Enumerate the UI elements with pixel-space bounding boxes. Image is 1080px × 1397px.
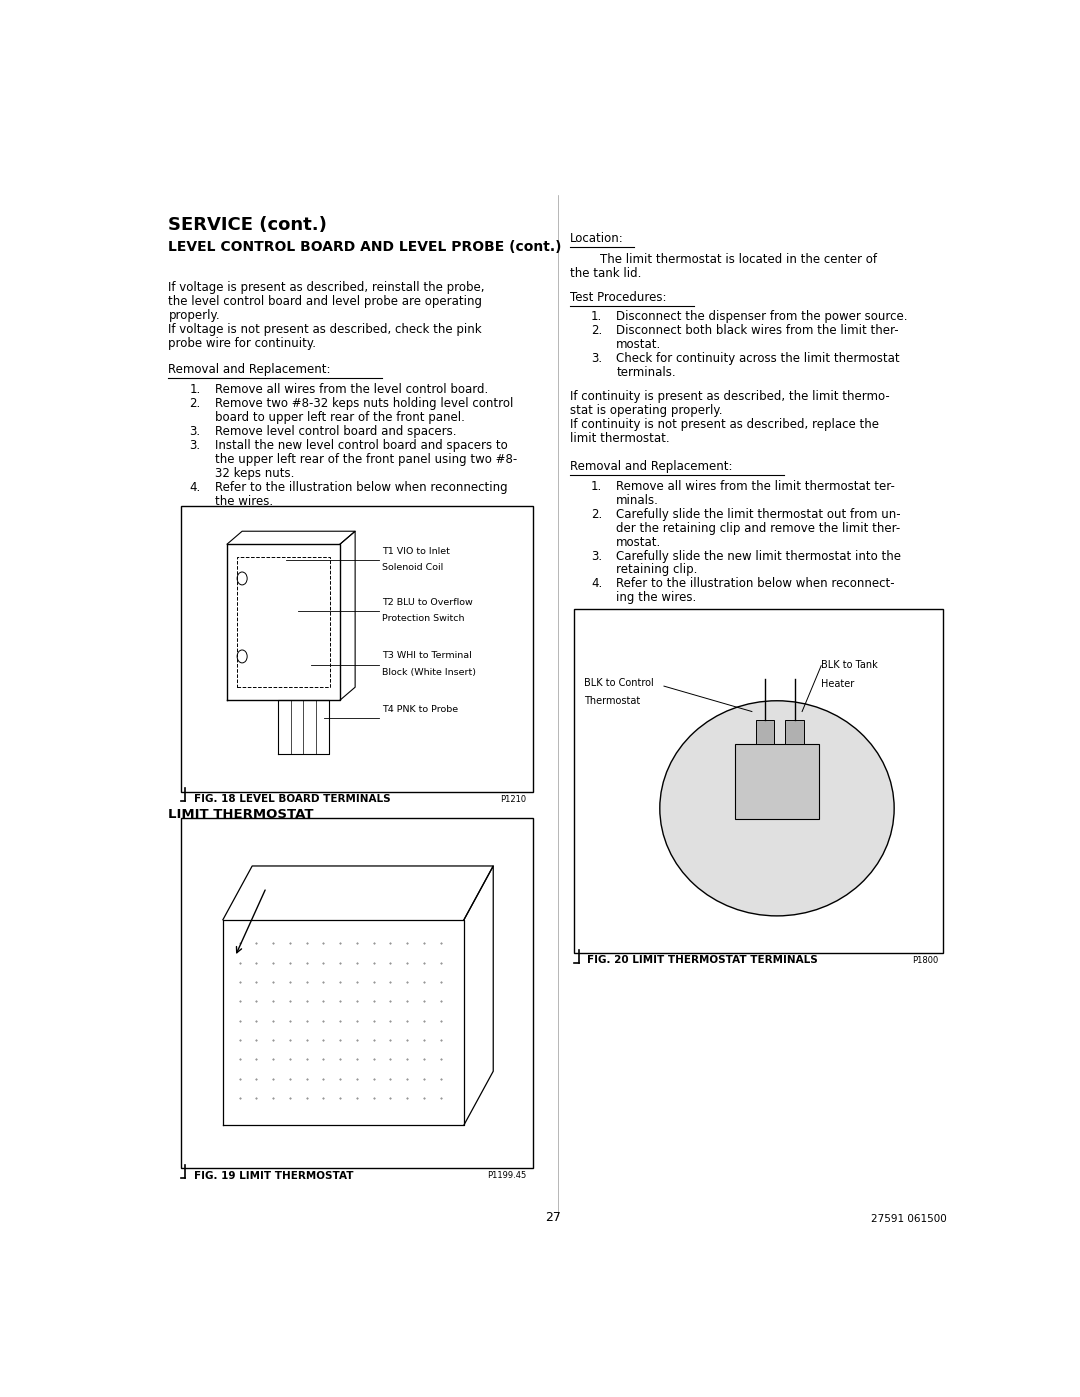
Text: Test Procedures:: Test Procedures: — [570, 292, 666, 305]
Text: Disconnect the dispenser from the power source.: Disconnect the dispenser from the power … — [617, 310, 908, 323]
Text: BLK to Control: BLK to Control — [584, 678, 654, 687]
Text: BLK to Tank: BLK to Tank — [821, 661, 878, 671]
Text: Block (White Insert): Block (White Insert) — [382, 668, 476, 676]
Text: P1800: P1800 — [913, 956, 939, 965]
Text: board to upper left rear of the front panel.: board to upper left rear of the front pa… — [215, 411, 464, 423]
Text: limit thermostat.: limit thermostat. — [570, 432, 670, 446]
Text: P1210: P1210 — [500, 795, 526, 803]
Text: T1 VIO to Inlet: T1 VIO to Inlet — [382, 548, 449, 556]
Text: If continuity is present as described, the limit thermo-: If continuity is present as described, t… — [570, 390, 890, 404]
Text: 1.: 1. — [189, 383, 201, 395]
Text: properly.: properly. — [168, 309, 220, 321]
Text: If voltage is present as described, reinstall the probe,: If voltage is present as described, rein… — [168, 281, 485, 293]
Text: The limit thermostat is located in the center of: The limit thermostat is located in the c… — [570, 253, 877, 265]
Text: If continuity is not present as described, replace the: If continuity is not present as describe… — [570, 418, 879, 432]
Text: Solenoid Coil: Solenoid Coil — [382, 563, 443, 573]
Text: Remove two #8-32 keps nuts holding level control: Remove two #8-32 keps nuts holding level… — [215, 397, 513, 409]
Text: Protection Switch: Protection Switch — [382, 615, 464, 623]
Text: Removal and Replacement:: Removal and Replacement: — [168, 363, 330, 376]
Text: FIG. 19 LIMIT THERMOSTAT: FIG. 19 LIMIT THERMOSTAT — [193, 1171, 353, 1180]
Text: Carefully slide the limit thermostat out from un-: Carefully slide the limit thermostat out… — [617, 507, 901, 521]
Text: T4 PNK to Probe: T4 PNK to Probe — [382, 705, 458, 714]
Text: 32 keps nuts.: 32 keps nuts. — [215, 467, 294, 479]
Text: 27: 27 — [545, 1211, 562, 1224]
Text: the level control board and level probe are operating: the level control board and level probe … — [168, 295, 483, 307]
Bar — [756, 719, 774, 743]
Text: Install the new level control board and spacers to: Install the new level control board and … — [215, 439, 508, 451]
Text: 1.: 1. — [591, 310, 603, 323]
Text: T2 BLU to Overflow: T2 BLU to Overflow — [382, 598, 473, 606]
Text: probe wire for continuity.: probe wire for continuity. — [168, 337, 316, 349]
Text: 2.: 2. — [189, 397, 201, 409]
Text: 3.: 3. — [189, 439, 201, 451]
Text: Heater: Heater — [821, 679, 854, 689]
Bar — [238, 557, 330, 687]
Text: 27591 061500: 27591 061500 — [872, 1214, 947, 1224]
Text: Refer to the illustration below when reconnect-: Refer to the illustration below when rec… — [617, 577, 895, 591]
Text: LIMIT THERMOSTAT: LIMIT THERMOSTAT — [168, 807, 314, 820]
Text: P1199.45: P1199.45 — [487, 1171, 526, 1180]
Text: 3.: 3. — [591, 352, 603, 365]
Text: ing the wires.: ing the wires. — [617, 591, 697, 605]
Text: terminals.: terminals. — [617, 366, 676, 379]
Text: 3.: 3. — [189, 425, 201, 437]
Text: the upper left rear of the front panel using two #8-: the upper left rear of the front panel u… — [215, 453, 516, 465]
Text: T3 WHI to Terminal: T3 WHI to Terminal — [382, 651, 472, 661]
Text: the wires.: the wires. — [215, 495, 272, 507]
Text: mostat.: mostat. — [617, 535, 662, 549]
Text: Disconnect both black wires from the limit ther-: Disconnect both black wires from the lim… — [617, 324, 899, 337]
Text: Remove all wires from the level control board.: Remove all wires from the level control … — [215, 383, 488, 395]
Text: Location:: Location: — [570, 232, 624, 246]
Text: Remove all wires from the limit thermostat ter-: Remove all wires from the limit thermost… — [617, 479, 895, 493]
Text: minals.: minals. — [617, 493, 659, 507]
Text: retaining clip.: retaining clip. — [617, 563, 698, 577]
Text: If voltage is not present as described, check the pink: If voltage is not present as described, … — [168, 323, 482, 335]
Text: FIG. 20 LIMIT THERMOSTAT TERMINALS: FIG. 20 LIMIT THERMOSTAT TERMINALS — [588, 956, 818, 965]
Text: Refer to the illustration below when reconnecting: Refer to the illustration below when rec… — [215, 481, 508, 493]
Bar — [181, 507, 532, 792]
Text: Removal and Replacement:: Removal and Replacement: — [570, 460, 732, 474]
Text: 2.: 2. — [591, 507, 603, 521]
Text: 1.: 1. — [591, 479, 603, 493]
Text: SERVICE (cont.): SERVICE (cont.) — [168, 217, 327, 235]
Bar — [735, 743, 819, 819]
Text: Carefully slide the new limit thermostat into the: Carefully slide the new limit thermostat… — [617, 549, 902, 563]
Text: 3.: 3. — [591, 549, 603, 563]
Bar — [575, 609, 943, 953]
Text: LEVEL CONTROL BOARD AND LEVEL PROBE (cont.): LEVEL CONTROL BOARD AND LEVEL PROBE (con… — [168, 240, 562, 254]
Text: the tank lid.: the tank lid. — [570, 267, 642, 279]
Text: FIG. 18 LEVEL BOARD TERMINALS: FIG. 18 LEVEL BOARD TERMINALS — [193, 793, 390, 805]
Text: mostat.: mostat. — [617, 338, 662, 351]
Text: Check for continuity across the limit thermostat: Check for continuity across the limit th… — [617, 352, 900, 365]
Text: der the retaining clip and remove the limit ther-: der the retaining clip and remove the li… — [617, 521, 901, 535]
Bar — [785, 719, 804, 743]
Text: 2.: 2. — [591, 324, 603, 337]
Text: 4.: 4. — [189, 481, 201, 493]
Text: Remove level control board and spacers.: Remove level control board and spacers. — [215, 425, 456, 437]
Text: stat is operating properly.: stat is operating properly. — [570, 404, 723, 418]
Ellipse shape — [660, 701, 894, 916]
Text: Thermostat: Thermostat — [584, 696, 640, 705]
Text: 4.: 4. — [591, 577, 603, 591]
Bar — [181, 819, 532, 1168]
